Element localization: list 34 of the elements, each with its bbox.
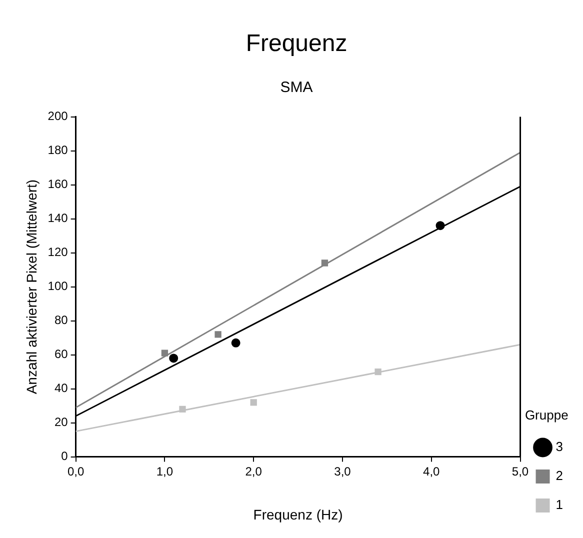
point — [374, 368, 382, 376]
y-tick-label: 180 — [48, 143, 68, 158]
point — [179, 406, 186, 413]
y-tick-label: 100 — [48, 279, 68, 294]
point — [231, 338, 240, 348]
y-tick-label: 60 — [54, 347, 68, 362]
point — [214, 331, 222, 338]
legend-label: 1 — [556, 497, 564, 512]
x-axis-title: Frequenz (Hz) — [253, 506, 343, 522]
point — [169, 354, 178, 363]
y-tick-label: 0 — [61, 449, 68, 464]
legend-title: Gruppe — [524, 407, 568, 422]
x-tick-label: 5,0 — [512, 464, 529, 478]
legend-label: 2 — [556, 468, 564, 484]
x-tick-label: 2,0 — [245, 464, 262, 478]
point — [161, 350, 168, 356]
y-tick-label: 140 — [48, 211, 68, 226]
y-tick-label: 120 — [48, 245, 68, 260]
chart-subtitle: SMA — [280, 78, 313, 96]
y-tick-label: 40 — [54, 381, 68, 396]
point — [321, 260, 328, 266]
x-tick-label: 0,0 — [67, 464, 84, 478]
x-tick-label: 1,0 — [156, 464, 174, 478]
chart-title: Frequenz — [246, 30, 348, 58]
x-tick-label: 4,0 — [423, 464, 440, 478]
point — [250, 399, 257, 406]
y-tick-label: 80 — [54, 313, 68, 328]
y-axis-title: Anzahl aktivierter Pixel (Mittelwert) — [23, 179, 40, 394]
x-tick-label: 3,0 — [334, 464, 352, 478]
y-tick-label: 20 — [54, 415, 68, 430]
y-tick-label: 160 — [48, 177, 68, 192]
point — [436, 221, 445, 230]
legend-label: 3 — [556, 439, 564, 454]
y-tick-label: 200 — [48, 109, 68, 124]
